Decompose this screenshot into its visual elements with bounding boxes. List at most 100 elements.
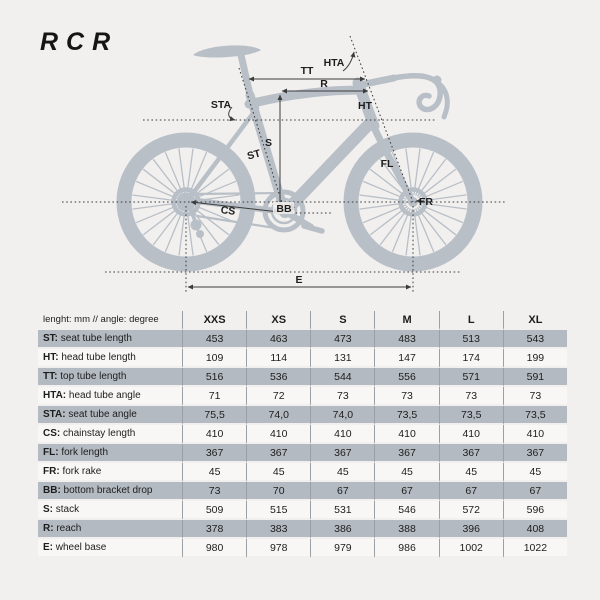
spec-value: 546: [374, 501, 439, 520]
spec-label: CS: chainstay length: [38, 425, 182, 444]
brand-logo: RCR: [40, 28, 119, 56]
spec-label: HT: head tube length: [38, 349, 182, 368]
measurement-arrows: [187, 51, 424, 290]
spec-row-fr: FR: fork rake 45 45 45 45 45 45: [38, 463, 567, 482]
chainstay-arrow: [190, 200, 280, 214]
spec-label: S: stack: [38, 501, 182, 520]
spec-label: HTA: head tube angle: [38, 387, 182, 406]
label-s: S: [265, 137, 272, 149]
shifter-hood: [432, 75, 442, 85]
spec-value: 367: [182, 444, 247, 463]
stem: [356, 74, 398, 89]
spec-value: 73,5: [502, 406, 567, 425]
spec-value: 67: [502, 482, 567, 501]
unit-header: lenght: mm // angle: degree: [38, 311, 182, 330]
handlebar: [391, 73, 443, 113]
spec-value: 45: [182, 463, 247, 482]
label-fr: FR: [419, 196, 433, 208]
spec-value: 515: [246, 501, 311, 520]
spec-value: 408: [502, 520, 567, 539]
sta-angle-arc: [228, 106, 236, 122]
spec-label: TT: top tube length: [38, 368, 182, 387]
spec-label: ST: seat tube length: [38, 330, 182, 349]
spec-value: 516: [182, 368, 247, 387]
spec-label: E: wheel base: [38, 539, 182, 558]
spec-value: 367: [246, 444, 311, 463]
spec-value: 410: [246, 425, 311, 444]
spec-row-ht: HT: head tube length 109 114 131 147 174 199: [38, 349, 567, 368]
pedal: [301, 223, 325, 234]
geometry-diagram: HTA TT R STA HT S ST FL CS BB FR E: [62, 35, 505, 293]
hta-angle-arc: [342, 51, 356, 72]
spec-row-e: E: wheel base 980 978 979 986 1002 1022: [38, 539, 567, 558]
spec-value: 986: [374, 539, 439, 558]
top-tube: [244, 85, 367, 109]
spec-value: 410: [438, 425, 503, 444]
spec-value: 1002: [438, 539, 503, 558]
spec-value: 1022: [502, 539, 567, 558]
spec-value: 67: [438, 482, 503, 501]
spec-value: 536: [246, 368, 311, 387]
spec-value: 45: [438, 463, 503, 482]
spec-value: 591: [502, 368, 567, 387]
brake-lever: [434, 79, 450, 120]
spec-value: 73,5: [374, 406, 439, 425]
spec-value: 367: [502, 444, 567, 463]
spec-value: 383: [246, 520, 311, 539]
spec-value: 544: [310, 368, 375, 387]
spec-value: 571: [438, 368, 503, 387]
spec-value: 73: [182, 482, 247, 501]
spec-value: 378: [182, 520, 247, 539]
spec-row-s: S: stack 509 515 531 546 572 596: [38, 501, 567, 520]
spec-label: BB: bottom bracket drop: [38, 482, 182, 501]
spec-value: 131: [310, 349, 375, 368]
spec-value: 67: [310, 482, 375, 501]
spec-label: R: reach: [38, 520, 182, 539]
spec-value: 410: [502, 425, 567, 444]
bike-silhouette: [116, 45, 483, 272]
label-e: E: [295, 274, 302, 286]
spec-value: 45: [374, 463, 439, 482]
frame: [185, 45, 450, 218]
spec-value: 45: [246, 463, 311, 482]
spec-row-r: R: reach 378 383 386 388 396 408: [38, 520, 567, 539]
spec-value: 75,5: [182, 406, 247, 425]
spec-row-fl: FL: fork length 367 367 367 367 367 367: [38, 444, 567, 463]
spec-value: 109: [182, 349, 247, 368]
spec-value: 410: [374, 425, 439, 444]
reference-lines: [62, 35, 505, 293]
spec-value: 73: [502, 387, 567, 406]
spec-value: 410: [182, 425, 247, 444]
label-sta: STA: [211, 99, 232, 111]
spec-value: 483: [374, 330, 439, 349]
spec-value: 73,5: [438, 406, 503, 425]
chain: [191, 191, 286, 231]
spec-value: 513: [438, 330, 503, 349]
spec-value: 74,0: [246, 406, 311, 425]
label-tt: TT: [301, 65, 314, 77]
saddle: [193, 45, 261, 58]
spec-value: 174: [438, 349, 503, 368]
size-column-header: S: [310, 311, 375, 330]
spec-value: 73: [438, 387, 503, 406]
size-column-header: M: [374, 311, 439, 330]
seat-tube-axis: [238, 67, 284, 207]
size-column-header: XL: [502, 311, 567, 330]
seatpost: [237, 51, 255, 103]
spec-row-sta: STA: seat tube angle 75,5 74,0 74,0 73,5 73,5…: [38, 406, 567, 425]
spec-value: 71: [182, 387, 247, 406]
spec-value: 45: [502, 463, 567, 482]
spec-value: 72: [246, 387, 311, 406]
label-ht: HT: [358, 100, 373, 112]
spec-row-st: ST: seat tube length 453 463 473 483 513 543: [38, 330, 567, 349]
spec-value: 509: [182, 501, 247, 520]
spec-value: 572: [438, 501, 503, 520]
spec-value: 45: [310, 463, 375, 482]
spec-value: 367: [438, 444, 503, 463]
spec-value: 367: [374, 444, 439, 463]
seatstay-tube: [185, 105, 260, 203]
spec-label: FL: fork length: [38, 444, 182, 463]
spec-value: 396: [438, 520, 503, 539]
spec-value: 473: [310, 330, 375, 349]
spec-value: 388: [374, 520, 439, 539]
